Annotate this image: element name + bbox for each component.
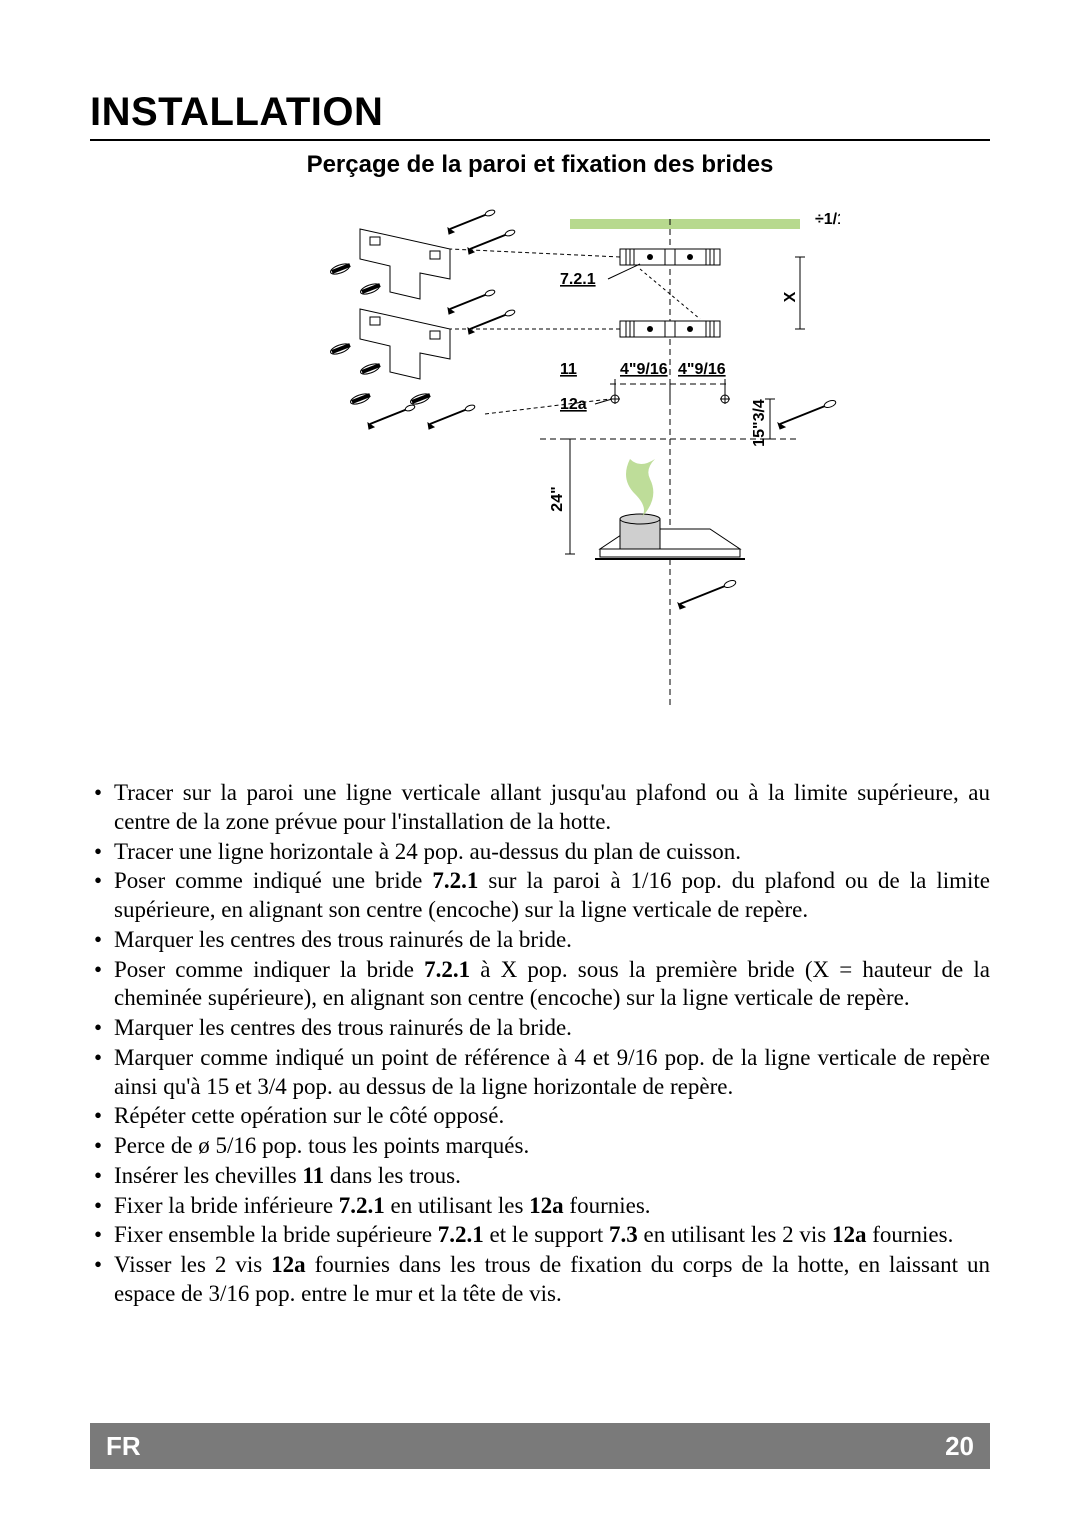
instruction-list: Tracer sur la paroi une ligne verticale … [90,779,990,1310]
bracket-flat-top [620,249,720,265]
screw-icon-hood-1 [778,399,837,429]
instruction-item: Poser comme indiqué une bride 7.2.1 sur … [90,867,990,925]
height-right-label: 15"3/4 [751,399,768,447]
loose-hardware [349,392,475,429]
instruction-item: Visser les 2 vis 12a fournies dans les t… [90,1251,990,1309]
instruction-item: Répéter cette opération sur le côté oppo… [90,1102,990,1131]
bracket-isometric-top [329,209,515,299]
height-left-label: 24" [549,486,566,511]
section-heading: INSTALLATION [90,90,990,135]
instruction-item: Fixer ensemble la bride supérieure 7.2.1… [90,1221,990,1250]
bracket-flat-mid [620,321,720,337]
link-top [450,249,620,257]
tolerance-label: ÷1/16" [815,211,840,228]
installation-diagram: ÷1/16" 7.2.1 X [90,199,990,719]
footer-page: 20 [945,1431,974,1462]
instruction-item: Poser comme indiquer la bride 7.2.1 à X … [90,956,990,1014]
page: INSTALLATION Perçage de la paroi et fixa… [0,0,1080,1529]
instruction-item: Perce de ø 5/16 pop. tous les points mar… [90,1132,990,1161]
bracket-isometric-mid [329,289,515,379]
hole-mark-right [720,394,730,404]
heading-rule [90,139,990,141]
instruction-item: Marquer les centres des trous rainurés d… [90,1014,990,1043]
instruction-item: Marquer comme indiqué un point de référe… [90,1044,990,1102]
section-subheading: Perçage de la paroi et fixation des brid… [90,151,990,179]
x-label: X [782,291,799,302]
horiz-spacing-b: 4"9/16 [678,361,726,378]
ceiling-bar [570,219,800,229]
instruction-item: Tracer une ligne horizontale à 24 pop. a… [90,838,990,867]
horiz-spacing-a: 4"9/16 [620,361,668,378]
anchor-ref-label: 11 [560,361,577,378]
instruction-item: Fixer la bride inférieure 7.2.1 en utili… [90,1192,990,1221]
instruction-item: Tracer sur la paroi une ligne verticale … [90,779,990,837]
bracket-ref-label: 7.2.1 [560,271,596,288]
diagram-svg: ÷1/16" 7.2.1 X [240,199,840,719]
page-footer: FR 20 [90,1423,990,1469]
link-hardware [485,399,610,414]
screw-icon-hood-2 [678,579,737,609]
footer-lang: FR [106,1431,141,1462]
instruction-item: Insérer les chevilles 11 dans les trous. [90,1162,990,1191]
cooktop-icon [620,459,660,549]
bracket-ref-leader [608,264,640,279]
instruction-item: Marquer les centres des trous rainurés d… [90,926,990,955]
